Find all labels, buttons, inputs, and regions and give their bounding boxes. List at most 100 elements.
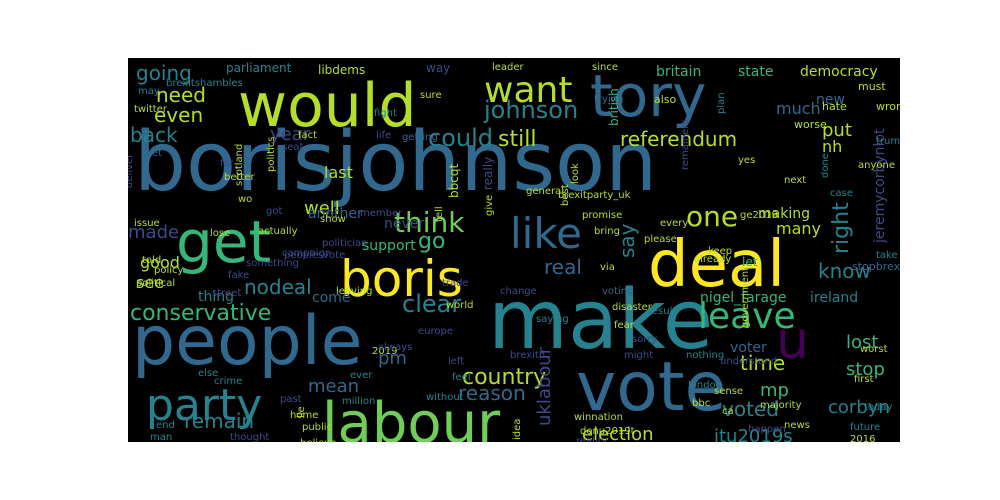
word-nodeal: nodeal [244, 275, 312, 299]
word-really: really [481, 157, 495, 190]
word-another: another [308, 206, 363, 222]
word-better: better [224, 172, 255, 183]
word-give: give [484, 195, 495, 216]
word-nigel-farage: nigel_farage [700, 290, 787, 306]
word-know: know [818, 259, 871, 283]
word-way: way [426, 61, 450, 75]
word-support: support [362, 238, 416, 254]
word-campaign: campaign [282, 248, 331, 259]
word-fact: fact [298, 130, 317, 141]
word-world: world [446, 300, 474, 311]
word-promise: promise [582, 210, 622, 221]
word-would: would [238, 71, 417, 141]
word-politician: politician [322, 238, 367, 249]
word-boris: boris [340, 250, 463, 308]
word-even: even [154, 103, 203, 127]
word-never: never [384, 216, 424, 232]
word-get: get [176, 208, 271, 276]
word-seat: seat [282, 142, 303, 153]
word-every: every [660, 218, 688, 229]
word-brexitparty-uk: brexitparty_uk [558, 190, 631, 201]
word-majority: majority [760, 400, 802, 411]
word-news: news [784, 420, 810, 431]
word-trump: trump [876, 136, 900, 147]
word-many: many [776, 219, 821, 238]
word-wo: wo [238, 194, 252, 205]
word-lost: lost [846, 332, 878, 353]
word-via: via [600, 262, 615, 273]
word-hate: hate [822, 100, 847, 113]
word-good: good [140, 253, 180, 272]
word-make: make [488, 273, 713, 368]
word-new: new [816, 92, 845, 108]
word-bbc: bbc [692, 398, 710, 409]
word-lose: lose [210, 228, 230, 239]
word-reality: reality [576, 436, 608, 442]
word-change: change [500, 286, 537, 297]
word-anyone: anyone [858, 160, 895, 171]
word-idea: idea [512, 419, 523, 440]
word-result: result [648, 306, 676, 317]
word-got: got [266, 206, 282, 217]
word-country: country [462, 365, 546, 390]
word-bring: bring [594, 226, 620, 237]
word-remainers: remainers [680, 119, 691, 170]
word-go: go [418, 229, 445, 254]
word-plan: plan [716, 92, 727, 114]
word-think: think [394, 206, 465, 239]
word-corbyn: corbyn [828, 397, 890, 418]
word-might: might [624, 350, 653, 361]
word-something: something [246, 258, 299, 269]
word-vote: vote [576, 348, 726, 427]
word-deal: deal [648, 228, 785, 302]
word-referendum: referendum [620, 127, 737, 151]
word-crime: crime [214, 376, 242, 387]
word-britain: britain [656, 64, 701, 80]
word-conservative: conservative [130, 301, 271, 326]
word-made: made [128, 222, 179, 243]
word-also: also [654, 93, 677, 106]
word-state: state [738, 64, 773, 80]
word-wrong: wrong [876, 100, 900, 113]
word-look: look [570, 163, 581, 184]
word-need: need [156, 83, 206, 107]
word-leaving: leaving [336, 286, 372, 297]
word-disaster: disaster [612, 302, 653, 313]
word-tory: tory [590, 62, 706, 130]
word-stop: stop [846, 359, 885, 380]
word-already: already [694, 254, 731, 265]
word-past: past [280, 394, 302, 405]
word-left: left [448, 356, 464, 367]
word-sorry: sorry [632, 334, 657, 345]
word-could: could [428, 124, 493, 152]
word-man: man [150, 432, 172, 442]
word-else: else [198, 368, 218, 379]
word-always: always [378, 342, 412, 353]
word-happen: happen [748, 424, 786, 435]
word-back: back [130, 123, 178, 147]
word-thing: thing [198, 289, 234, 305]
word-home: home [290, 410, 318, 421]
word-done: done [820, 153, 831, 178]
word-tell: tell [434, 206, 445, 222]
word-fight: fight [374, 108, 397, 119]
word-peoplesvote: peoplesvote [284, 250, 345, 261]
word-future: future [850, 422, 880, 433]
word-worse: worse [794, 118, 827, 131]
word-itu2019s: itu2019s [714, 426, 793, 442]
word-labour: labour [322, 391, 501, 442]
word-pm: pm [378, 348, 407, 369]
word-sense: sense [714, 386, 743, 397]
word-please: please [644, 234, 677, 245]
word-actually: actually [258, 226, 298, 237]
word-end: end [156, 420, 175, 431]
word-people: people [132, 302, 363, 381]
word-democracy: democracy [800, 64, 878, 80]
word-fear: fear [614, 320, 635, 331]
word-cloud-canvas: boris johnson people make vote would tory deal b… [128, 58, 900, 442]
word-johnson: johnson [483, 96, 578, 124]
word-time: time [740, 351, 785, 375]
word-best: best [560, 184, 571, 206]
word-stopbrexit: stopbrexit [852, 260, 900, 273]
word-understand: understand [720, 356, 777, 367]
